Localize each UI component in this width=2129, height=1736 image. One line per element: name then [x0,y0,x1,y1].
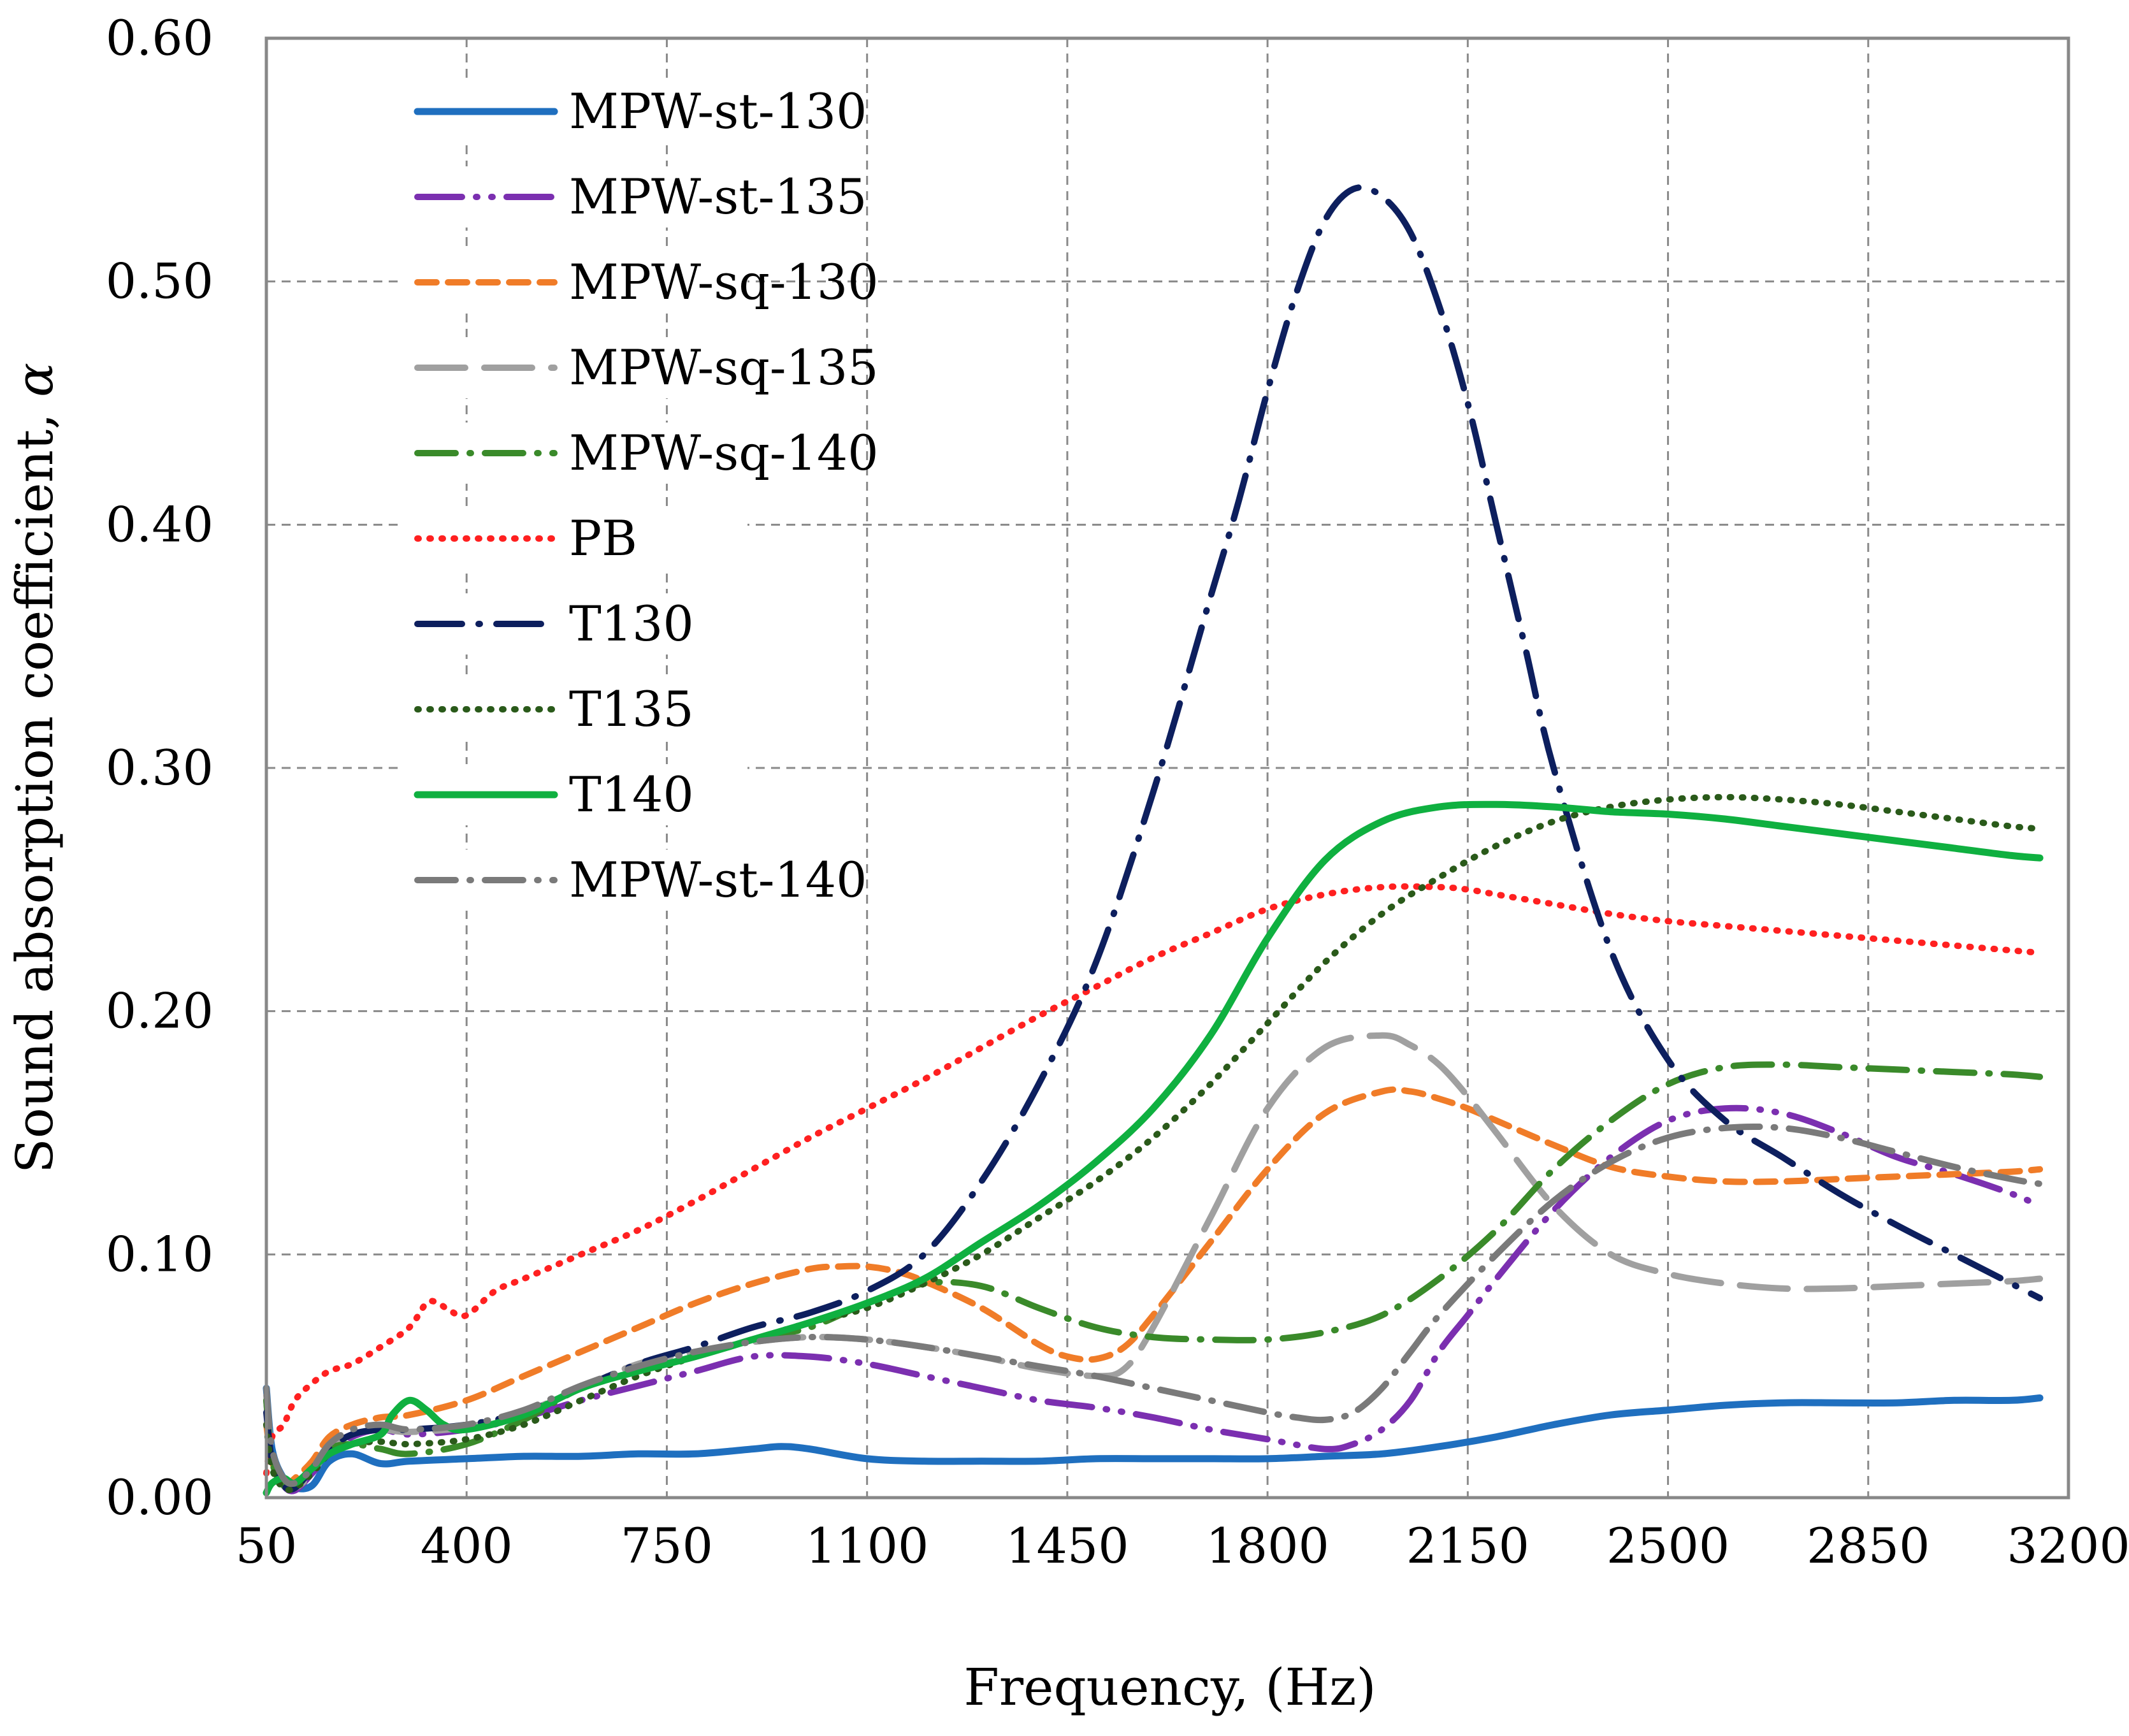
legend-label: PB [569,510,637,567]
x-tick-label: 2150 [1406,1517,1529,1574]
series-line-mpw-sq-140 [263,1061,2044,1493]
x-tick-labels: 50 400 750 1100 1450 1800 2150 2500 2850 3200 [236,1517,2129,1574]
x-tick-label: 750 [621,1517,713,1574]
x-tick-label: 400 [421,1517,513,1574]
legend-bg [403,850,747,911]
x-tick-label: 1800 [1206,1517,1329,1574]
y-axis-title-symbol: α [5,363,64,397]
series-line-t140 [263,800,2044,1496]
legend-label: T130 [569,595,694,652]
legend-bg [403,423,747,484]
legend-label: MPW-sq-130 [569,254,879,310]
legend-label: MPW-st-130 [569,83,867,140]
series-line-mpw-st-140 [263,1123,2044,1487]
legend-bg [403,679,747,740]
x-tick-label: 2500 [1606,1517,1729,1574]
legend-label: MPW-st-140 [569,851,867,908]
y-tick-label: 0.50 [106,253,213,310]
series-line-mpw-st-130 [263,1384,2044,1493]
x-tick-label: 2850 [1807,1517,1930,1574]
series-line-pb [263,883,2044,1477]
y-axis-title: Sound absorption coefficient, α [5,363,64,1173]
x-tick-label: 1450 [1006,1517,1129,1574]
y-tick-labels: 0.00 0.10 0.20 0.30 0.40 0.50 0.60 [106,10,213,1526]
x-tick-label: 1100 [805,1517,928,1574]
y-tick-label: 0.10 [106,1226,213,1282]
y-tick-label: 0.40 [106,496,213,553]
grid [266,38,2068,1498]
x-axis-title: Frequency, (Hz) [963,1658,1376,1717]
legend: MPW-st-130 MPW-st-135 MPW-sq-130 MPW-sq-135… [403,81,879,911]
y-tick-label: 0.00 [106,1469,213,1526]
legend-label: MPW-sq-135 [569,339,879,396]
series-line-mpw-sq-130 [263,1086,2044,1489]
x-tick-label: 3200 [2007,1517,2129,1574]
series-group [263,184,2044,1496]
y-tick-label: 0.20 [106,983,213,1039]
legend-label: T140 [569,766,694,823]
plot-frame [264,36,2070,1500]
legend-label: MPW-sq-140 [569,424,879,481]
y-axis-title-text: Sound absorption coefficient, [5,397,64,1173]
legend-bg [403,508,747,569]
x-tick-label: 50 [236,1517,298,1574]
legend-label: MPW-st-135 [569,168,867,225]
series-line-t135 [263,793,2044,1494]
y-tick-label: 0.60 [106,10,213,66]
legend-label: T135 [569,681,694,737]
y-tick-label: 0.30 [106,739,213,796]
